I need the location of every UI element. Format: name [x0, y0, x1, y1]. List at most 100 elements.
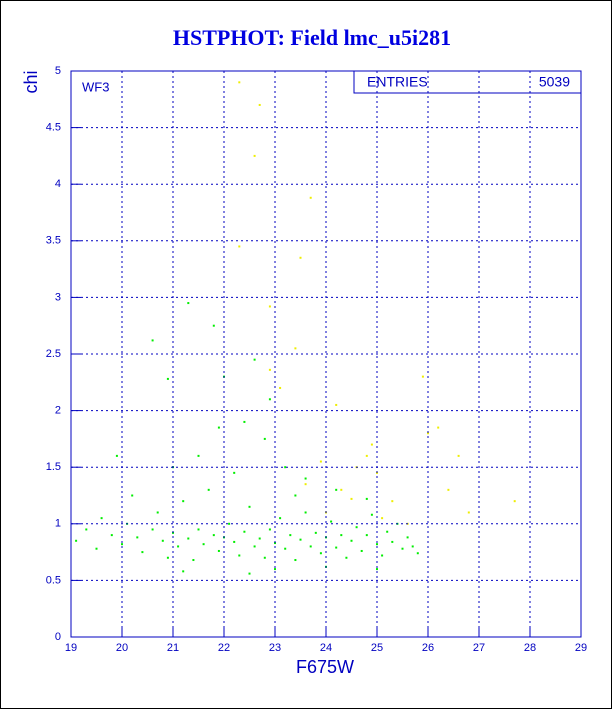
point — [131, 494, 134, 497]
x-tick-label: 24 — [320, 642, 332, 654]
point — [391, 540, 394, 543]
point — [187, 537, 190, 540]
point — [284, 547, 287, 550]
point — [115, 454, 118, 457]
point — [151, 339, 154, 342]
point — [340, 534, 343, 537]
point — [243, 530, 246, 533]
point — [192, 559, 195, 562]
point — [151, 528, 154, 531]
point — [166, 556, 169, 559]
point — [110, 534, 113, 537]
point — [360, 549, 363, 552]
point — [335, 403, 338, 406]
point — [299, 256, 302, 259]
point — [279, 517, 282, 520]
y-tick-label: 1.5 — [46, 461, 61, 473]
point — [121, 543, 123, 546]
point — [233, 471, 236, 474]
point — [386, 530, 389, 533]
point — [350, 497, 353, 500]
point — [274, 568, 276, 571]
point — [197, 454, 200, 457]
stats-label: ENTRIES — [367, 74, 428, 90]
y-tick-label: 3.5 — [46, 235, 61, 247]
point — [319, 552, 322, 555]
point — [95, 547, 98, 550]
point — [238, 554, 241, 557]
point — [258, 537, 261, 540]
point — [513, 500, 516, 503]
chart-title: HSTPHOT: Field lmc_u5i281 — [173, 25, 451, 50]
point — [365, 454, 368, 457]
point — [161, 539, 164, 542]
point — [381, 517, 384, 520]
point — [238, 245, 241, 248]
point — [182, 570, 185, 573]
point — [177, 545, 180, 548]
point — [294, 494, 297, 497]
point — [350, 539, 353, 542]
point — [141, 551, 144, 554]
point — [299, 538, 302, 541]
x-tick-label: 28 — [524, 642, 536, 654]
point — [284, 466, 287, 469]
point — [391, 500, 394, 503]
point — [263, 556, 266, 559]
point — [136, 536, 139, 539]
point — [75, 539, 78, 542]
x-tick-label: 20 — [116, 642, 128, 654]
y-tick-label: 2.5 — [46, 348, 61, 360]
point — [411, 545, 414, 548]
point — [370, 443, 373, 446]
point — [381, 554, 384, 557]
point — [182, 500, 185, 503]
y-tick-label: 0 — [55, 631, 61, 643]
point — [187, 302, 190, 305]
y-tick-label: 5 — [55, 65, 61, 77]
x-tick-label: 19 — [65, 642, 77, 654]
point — [304, 511, 307, 514]
point — [268, 528, 271, 531]
point — [335, 488, 338, 491]
x-tick-label: 22 — [218, 642, 230, 654]
point — [376, 568, 378, 571]
point — [233, 540, 236, 543]
y-tick-label: 3 — [55, 291, 61, 303]
point — [294, 347, 297, 350]
point — [253, 154, 256, 157]
point — [248, 572, 251, 575]
point — [406, 536, 409, 539]
point — [447, 488, 450, 491]
point — [238, 81, 241, 84]
x-tick-label: 27 — [473, 642, 485, 654]
point — [100, 517, 103, 520]
point — [258, 103, 261, 106]
point — [228, 522, 231, 525]
point — [156, 511, 159, 514]
y-axis-label: chi — [21, 70, 41, 93]
point — [268, 305, 271, 308]
point — [248, 505, 251, 508]
stats-value: 5039 — [539, 74, 570, 90]
y-tick-label: 2 — [55, 405, 61, 417]
point — [268, 398, 271, 401]
point — [365, 534, 368, 537]
point — [355, 526, 358, 529]
point — [217, 426, 220, 429]
x-tick-label: 21 — [167, 642, 179, 654]
point — [202, 543, 205, 546]
point — [309, 196, 312, 199]
point — [166, 377, 169, 380]
point — [370, 513, 373, 516]
point — [268, 368, 271, 371]
point — [457, 454, 460, 457]
point — [365, 497, 368, 500]
point — [319, 460, 322, 463]
x-tick-label: 29 — [575, 642, 587, 654]
y-tick-label: 1 — [55, 518, 61, 530]
point — [304, 477, 307, 480]
y-tick-label: 0.5 — [46, 574, 61, 586]
point — [340, 488, 343, 491]
